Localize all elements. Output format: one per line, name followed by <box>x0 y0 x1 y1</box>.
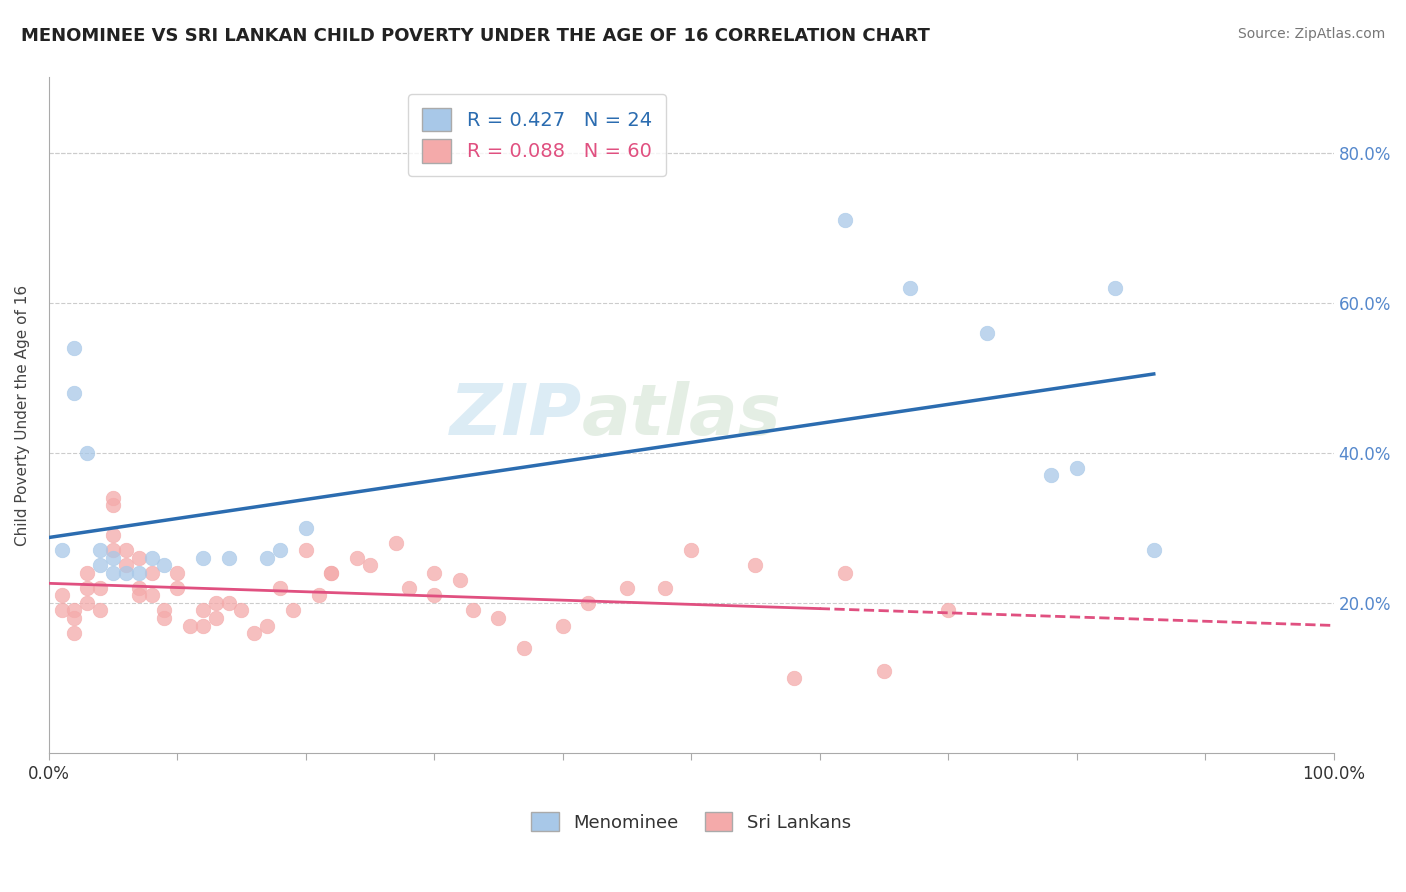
Point <box>191 618 214 632</box>
Point <box>346 550 368 565</box>
Point <box>128 550 150 565</box>
Point <box>51 603 73 617</box>
Point <box>76 581 98 595</box>
Text: ZIP: ZIP <box>450 381 582 450</box>
Point <box>1066 460 1088 475</box>
Point <box>218 550 240 565</box>
Point <box>63 603 86 617</box>
Point <box>63 385 86 400</box>
Point <box>321 566 343 580</box>
Point <box>115 558 138 573</box>
Point <box>834 566 856 580</box>
Y-axis label: Child Poverty Under the Age of 16: Child Poverty Under the Age of 16 <box>15 285 30 546</box>
Point <box>256 618 278 632</box>
Point <box>976 326 998 340</box>
Point <box>141 566 163 580</box>
Point <box>783 671 806 685</box>
Point <box>166 581 188 595</box>
Point <box>128 581 150 595</box>
Point <box>449 574 471 588</box>
Point <box>551 618 574 632</box>
Point <box>63 611 86 625</box>
Point <box>141 550 163 565</box>
Point <box>576 596 599 610</box>
Point <box>76 446 98 460</box>
Point <box>101 491 124 505</box>
Point <box>115 566 138 580</box>
Point <box>89 603 111 617</box>
Point <box>654 581 676 595</box>
Point <box>359 558 381 573</box>
Point <box>63 341 86 355</box>
Point <box>76 596 98 610</box>
Point <box>308 589 330 603</box>
Point <box>834 213 856 227</box>
Point <box>744 558 766 573</box>
Point <box>461 603 484 617</box>
Point <box>76 566 98 580</box>
Point <box>384 536 406 550</box>
Point <box>616 581 638 595</box>
Point <box>153 558 176 573</box>
Point <box>101 528 124 542</box>
Point <box>218 596 240 610</box>
Point <box>101 543 124 558</box>
Text: atlas: atlas <box>582 381 782 450</box>
Point <box>204 611 226 625</box>
Legend: Menominee, Sri Lankans: Menominee, Sri Lankans <box>523 803 860 840</box>
Point <box>101 550 124 565</box>
Point <box>89 543 111 558</box>
Point <box>153 611 176 625</box>
Text: MENOMINEE VS SRI LANKAN CHILD POVERTY UNDER THE AGE OF 16 CORRELATION CHART: MENOMINEE VS SRI LANKAN CHILD POVERTY UN… <box>21 27 929 45</box>
Point <box>166 566 188 580</box>
Point <box>101 499 124 513</box>
Point <box>204 596 226 610</box>
Point <box>179 618 201 632</box>
Text: Source: ZipAtlas.com: Source: ZipAtlas.com <box>1237 27 1385 41</box>
Point <box>873 664 896 678</box>
Point <box>231 603 253 617</box>
Point <box>294 543 316 558</box>
Point <box>423 566 446 580</box>
Point <box>1104 280 1126 294</box>
Point <box>51 543 73 558</box>
Point <box>321 566 343 580</box>
Point <box>89 581 111 595</box>
Point <box>63 626 86 640</box>
Point <box>153 603 176 617</box>
Point <box>89 558 111 573</box>
Point <box>513 640 536 655</box>
Point <box>141 589 163 603</box>
Point <box>51 589 73 603</box>
Point <box>423 589 446 603</box>
Point <box>1039 468 1062 483</box>
Point <box>488 611 510 625</box>
Point <box>269 543 291 558</box>
Point <box>128 589 150 603</box>
Point <box>191 550 214 565</box>
Point <box>128 566 150 580</box>
Point <box>256 550 278 565</box>
Point <box>294 521 316 535</box>
Point <box>398 581 420 595</box>
Point <box>281 603 304 617</box>
Point <box>115 543 138 558</box>
Point <box>243 626 266 640</box>
Point <box>936 603 959 617</box>
Point <box>1143 543 1166 558</box>
Point <box>681 543 703 558</box>
Point <box>191 603 214 617</box>
Point <box>101 566 124 580</box>
Point <box>898 280 921 294</box>
Point <box>269 581 291 595</box>
